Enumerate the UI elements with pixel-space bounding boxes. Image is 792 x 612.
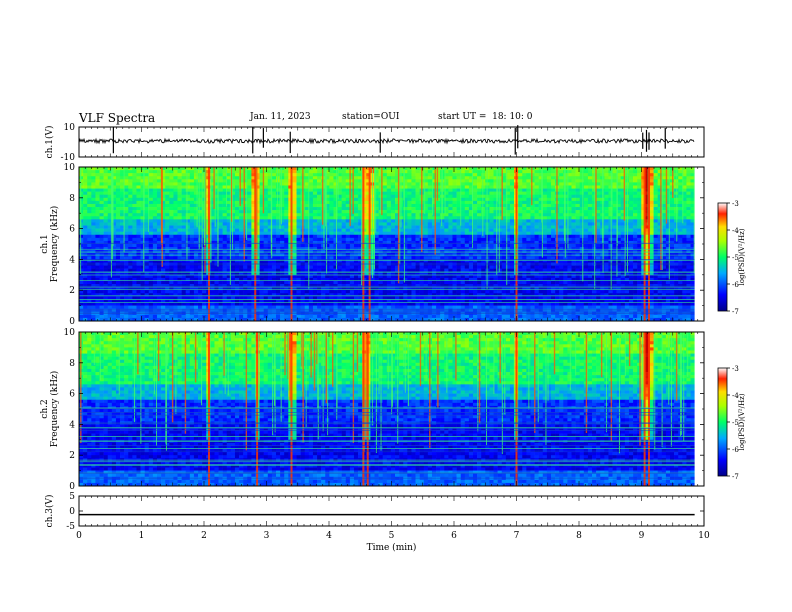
y-axis-label-line: Frequency (kHz) bbox=[49, 371, 60, 448]
x-tick-label: 10 bbox=[698, 531, 710, 541]
spectrogram-end-gap bbox=[694, 332, 704, 486]
y-tick-label: 6 bbox=[69, 225, 75, 235]
colorbar bbox=[717, 202, 728, 312]
y-tick-label: -10 bbox=[61, 153, 76, 163]
date-label: Jan. 11, 2023 bbox=[250, 112, 311, 122]
interference-lines bbox=[79, 242, 695, 314]
x-tick-label: 5 bbox=[389, 531, 395, 541]
colorbar-tick-label: -5 bbox=[732, 419, 739, 427]
interference-lines bbox=[79, 407, 695, 479]
station-label: station=OUI bbox=[342, 112, 400, 122]
y-tick-label: -5 bbox=[66, 522, 75, 532]
x-tick-label: 6 bbox=[451, 531, 457, 541]
y-tick-label: 0 bbox=[69, 507, 75, 517]
y-tick-label: 6 bbox=[69, 390, 75, 400]
x-tick-label: 9 bbox=[639, 531, 645, 541]
colorbar-tick-label: -7 bbox=[732, 473, 739, 481]
colorbar-tick-label: -3 bbox=[732, 200, 739, 208]
y-axis-label: ch.1(V) bbox=[44, 126, 55, 159]
ch2-spectrogram bbox=[79, 332, 695, 487]
colorbar-tick-label: -4 bbox=[732, 392, 739, 400]
y-tick-label: 10 bbox=[64, 163, 76, 173]
x-tick-label: 1 bbox=[139, 531, 145, 541]
y-tick-label: 0 bbox=[69, 317, 75, 327]
y-tick-label: 5 bbox=[69, 492, 75, 502]
y-tick-label: 4 bbox=[69, 255, 75, 265]
ch1-spikes bbox=[112, 125, 666, 155]
ch1-waveform-trace bbox=[78, 137, 695, 145]
y-tick-label: 0 bbox=[69, 482, 75, 492]
y-axis-label: ch.3(V) bbox=[44, 495, 55, 528]
colorbar-tick-label: -4 bbox=[732, 227, 739, 235]
colorbar-label: log(PSD)(V²/Hz) bbox=[738, 228, 746, 285]
y-axis-label: ch.2Frequency (kHz) bbox=[40, 371, 60, 448]
x-tick-label: 0 bbox=[76, 531, 82, 541]
spectrogram-end-gap bbox=[694, 167, 704, 321]
colorbar-tick-label: -3 bbox=[732, 365, 739, 373]
y-tick-label: 2 bbox=[69, 451, 75, 461]
y-tick-label: 4 bbox=[69, 420, 75, 430]
y-tick-label: 2 bbox=[69, 286, 75, 296]
x-tick-label: 2 bbox=[201, 531, 207, 541]
y-tick-label: 10 bbox=[64, 123, 76, 133]
colorbar-label: log(PSD)(V²/Hz) bbox=[738, 393, 746, 450]
y-axis-label-line: ch.2 bbox=[40, 399, 50, 418]
colorbar-tick-label: -6 bbox=[732, 281, 739, 289]
y-tick-label: 8 bbox=[69, 359, 75, 369]
colorbar-tick-label: -5 bbox=[732, 254, 739, 262]
colorbar bbox=[717, 367, 728, 477]
y-tick-label: 8 bbox=[69, 194, 75, 204]
y-axis-label-line: Frequency (kHz) bbox=[49, 206, 60, 283]
y-axis-label-line: ch.1 bbox=[40, 234, 50, 253]
x-tick-label: 8 bbox=[576, 531, 582, 541]
colorbar-tick-label: -7 bbox=[732, 308, 739, 316]
colorbar-tick-label: -6 bbox=[732, 446, 739, 454]
x-axis-label: Time (min) bbox=[367, 542, 417, 553]
start-time-label: start UT = 18: 10: 0 bbox=[438, 112, 533, 122]
x-tick-label: 3 bbox=[264, 531, 270, 541]
x-tick-label: 7 bbox=[514, 531, 520, 541]
y-axis-label: ch.1Frequency (kHz) bbox=[40, 206, 60, 283]
x-tick-label: 4 bbox=[326, 531, 332, 541]
plot-title: VLF Spectra bbox=[79, 111, 156, 125]
y-tick-label: 10 bbox=[64, 328, 76, 338]
